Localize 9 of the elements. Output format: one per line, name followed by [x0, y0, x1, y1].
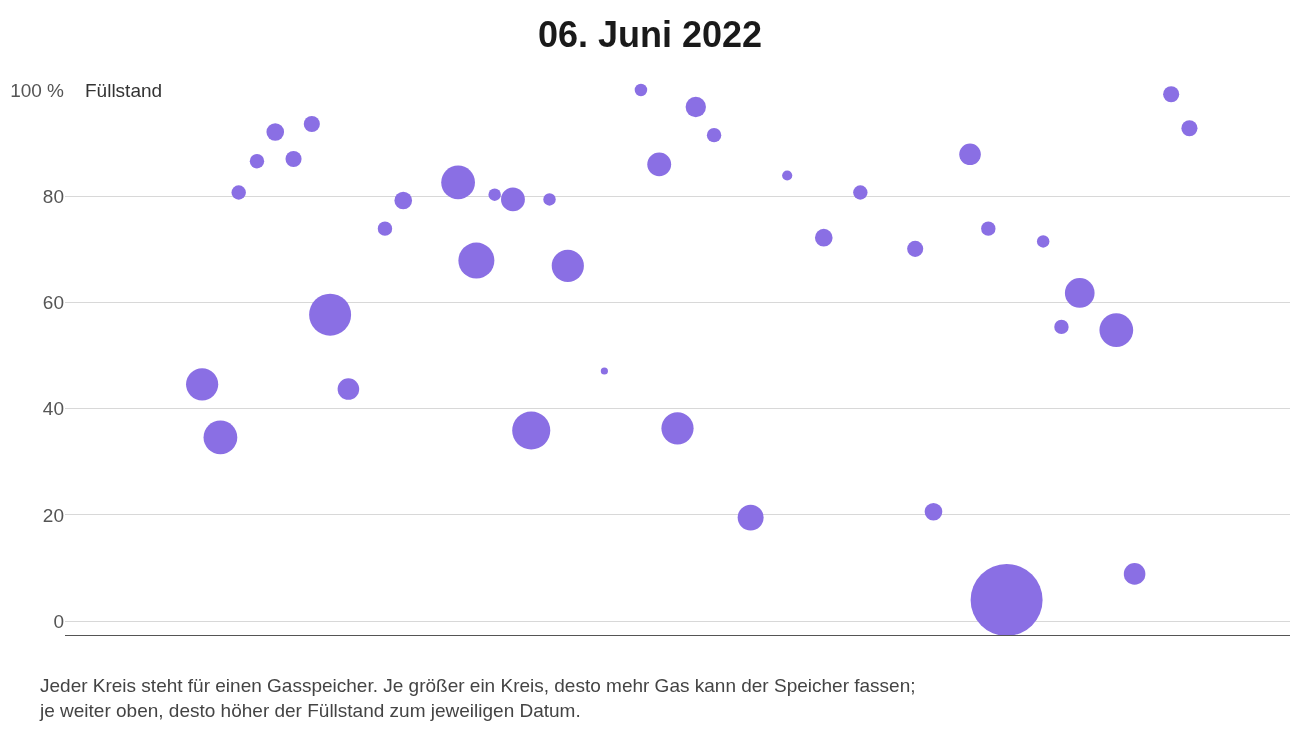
text: Jeder Kreis steht für einen Gasspeicher. Je größer ein Kreis, desto mehr Gas kann der Speicher fassen; je weiter oben, desto höher der Füllstand zum jeweiligen Datum. — [39, 675, 916, 721]
y-tick-label: 80 — [42, 185, 64, 207]
y-tick-label: 0 — [53, 610, 64, 632]
chart-title: 06. Juni 2022 — [537, 14, 763, 56]
y-tick-label: 60 — [42, 292, 64, 314]
y-tick-label: 40 — [42, 398, 64, 420]
y-tick-label: 100 % — [10, 79, 65, 101]
y-tick-label: 20 — [42, 504, 64, 526]
y-axis-title: Füllstand — [85, 80, 163, 101]
